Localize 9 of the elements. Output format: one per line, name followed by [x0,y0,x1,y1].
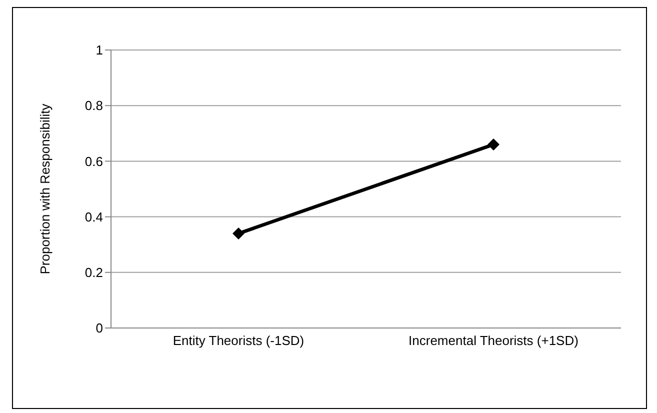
y-tick-label: 1 [96,42,103,58]
y-tick-label: 0.2 [84,265,103,280]
x-tick-label: Entity Theorists (-1SD) [172,333,304,348]
y-tick-label: 0.4 [84,209,103,224]
x-tick-label: Incremental Theorists (+1SD) [408,333,578,348]
y-tick-label: 0.6 [84,154,103,169]
y-tick-label: 0 [96,320,103,336]
y-tick-label: 0.8 [84,98,103,114]
y-axis-title: Proportion with Responsibility [38,103,53,274]
